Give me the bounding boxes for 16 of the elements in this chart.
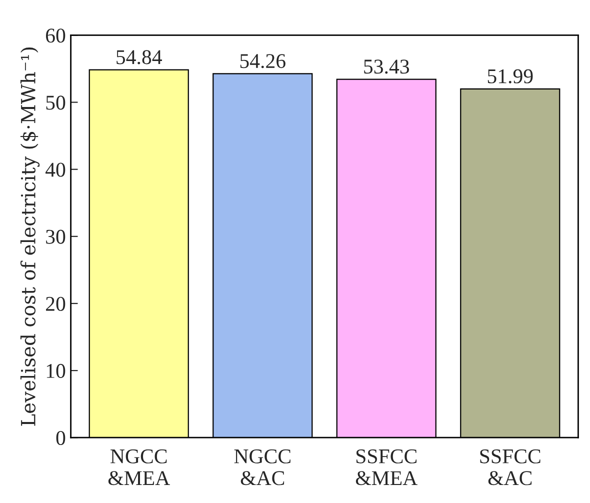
data-label: 51.99 bbox=[488, 69, 533, 84]
data-label: 53.43 bbox=[364, 60, 409, 74]
x-tick-label: NGCC &AC bbox=[234, 449, 290, 486]
y-tick-label: 10 bbox=[46, 364, 66, 378]
data-label: 54.84 bbox=[116, 50, 162, 64]
y-tick-label: 20 bbox=[46, 296, 66, 311]
x-tick-label: SSFCC &MEA bbox=[356, 449, 418, 486]
data-label: 54.26 bbox=[240, 54, 286, 68]
y-tick-label: 50 bbox=[46, 96, 66, 110]
y-axis-title: Levelised cost of electricity ($·MWh⁻¹) bbox=[20, 48, 40, 426]
y-tick-label: 40 bbox=[46, 162, 66, 177]
y-tick-label: 60 bbox=[46, 28, 66, 43]
y-tick-label: 0 bbox=[56, 430, 66, 446]
y-tick-label: 30 bbox=[46, 230, 66, 244]
x-tick-label: SSFCC &AC bbox=[480, 449, 540, 486]
x-tick-label: NGCC &MEA bbox=[108, 449, 170, 486]
